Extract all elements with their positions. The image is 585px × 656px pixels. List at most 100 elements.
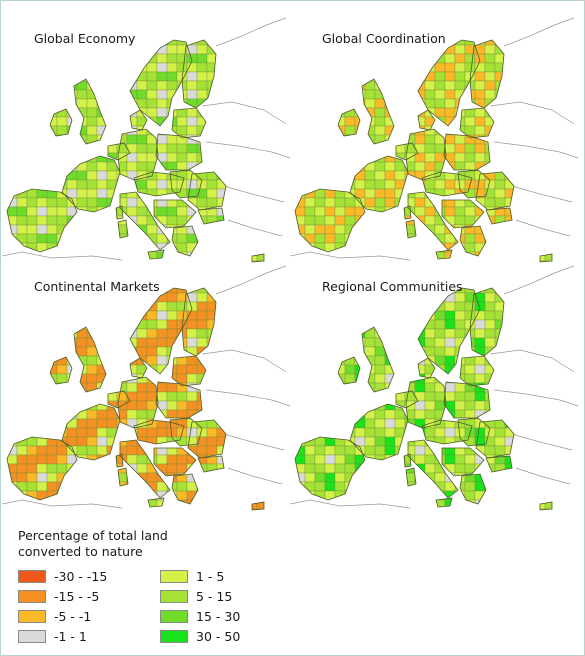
panel-title-global-coordination: Global Coordination [322, 31, 446, 46]
region-uk [73, 78, 107, 145]
legend-swatch [18, 570, 46, 583]
neighbour-border [511, 185, 573, 203]
legend-label: -15 - -5 [54, 589, 100, 604]
neighbour-border [201, 349, 287, 373]
region-italy [407, 439, 459, 499]
region-bulgaria [197, 207, 225, 225]
neighbour-border [489, 101, 575, 125]
region-ireland [49, 356, 73, 385]
region-romania [475, 171, 515, 211]
neighbour-border [227, 467, 283, 485]
neighbour-border [215, 17, 287, 47]
legend-swatch [160, 610, 188, 623]
neighbour-border [205, 141, 291, 159]
region-romania [475, 419, 515, 459]
neighbour-border [489, 349, 575, 373]
legend-label: -5 - -1 [54, 609, 92, 624]
neighbour-border [503, 17, 575, 47]
region-germany [405, 376, 447, 429]
region-bulgaria [485, 455, 513, 473]
region-corsica [115, 205, 124, 220]
neighbour-border [215, 265, 287, 295]
neighbour-border [515, 467, 571, 485]
region-iberia [294, 436, 366, 501]
region-finland [469, 39, 505, 109]
region-germany [117, 376, 159, 429]
europe-map-global-coordination [290, 17, 579, 263]
region-denmark [129, 357, 148, 379]
legend-title: Percentage of total land converted to na… [18, 528, 278, 560]
region-finland [469, 287, 505, 357]
region-benelux [395, 142, 419, 161]
neighbour-border [290, 499, 411, 509]
region-corsica [115, 453, 124, 468]
region-denmark [129, 109, 148, 131]
panel-title-global-economy: Global Economy [34, 31, 136, 46]
neighbour-border [223, 185, 285, 203]
region-sicily [147, 249, 165, 260]
region-bulgaria [197, 455, 225, 473]
region-denmark [417, 357, 436, 379]
region-greece [171, 225, 199, 257]
region-cyprus [251, 501, 265, 511]
region-hungary-slovakia [457, 417, 491, 447]
region-sicily [435, 249, 453, 260]
neighbour-border [503, 265, 575, 295]
region-ireland [337, 356, 361, 385]
europe-map-continental-markets [2, 265, 291, 511]
region-baltics [171, 355, 207, 387]
neighbour-border [511, 433, 573, 451]
region-romania [187, 419, 227, 459]
region-iberia [6, 436, 78, 501]
region-cyprus [539, 501, 553, 511]
region-poland [155, 133, 203, 171]
region-balkans [153, 199, 197, 229]
neighbour-border [227, 219, 283, 237]
neighbour-border [515, 219, 571, 237]
region-poland [443, 381, 491, 419]
region-denmark [417, 109, 436, 131]
region-finland [181, 39, 217, 109]
region-cyprus [251, 253, 265, 263]
legend-swatch [160, 570, 188, 583]
region-romania [187, 171, 227, 211]
region-baltics [459, 107, 495, 139]
europe-map-global-economy [2, 17, 291, 263]
region-sicily [147, 497, 165, 508]
legend-title-line-2: converted to nature [18, 544, 143, 559]
legend-title-line-1: Percentage of total land [18, 528, 168, 543]
legend-label: -1 - 1 [54, 629, 87, 644]
legend-label: 30 - 50 [196, 629, 241, 644]
map-panel-global-coordination: Global Coordination [290, 6, 580, 264]
region-poland [155, 381, 203, 419]
region-germany [117, 128, 159, 181]
region-uk [361, 326, 395, 393]
neighbour-border [2, 499, 123, 509]
europe-map-regional-communities [290, 265, 579, 511]
legend-swatch [18, 590, 46, 603]
legend-label: 15 - 30 [196, 609, 241, 624]
region-benelux [395, 390, 419, 409]
region-baltics [459, 355, 495, 387]
region-balkans [441, 199, 485, 229]
region-uk [73, 326, 107, 393]
region-czech-austria [133, 419, 185, 445]
region-sardinia [405, 219, 417, 239]
legend-label: 5 - 15 [196, 589, 233, 604]
region-balkans [441, 447, 485, 477]
region-balkans [153, 447, 197, 477]
region-corsica [403, 205, 412, 220]
region-poland [443, 133, 491, 171]
region-czech-austria [133, 171, 185, 197]
map-panel-global-economy: Global Economy [2, 6, 292, 264]
region-italy [407, 191, 459, 251]
region-hungary-slovakia [169, 169, 203, 199]
legend-swatch [18, 610, 46, 623]
legend-label: 1 - 5 [196, 569, 225, 584]
region-italy [119, 191, 171, 251]
region-czech-austria [421, 171, 473, 197]
region-greece [459, 473, 487, 505]
region-italy [119, 439, 171, 499]
neighbour-border [223, 433, 285, 451]
map-panel-regional-communities: Regional Communities [290, 254, 580, 512]
